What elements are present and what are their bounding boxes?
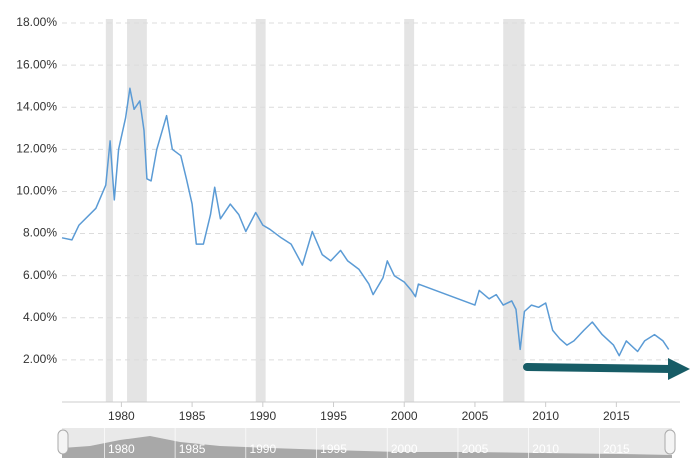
x-tick-label: 2010 (532, 409, 559, 423)
x-tick-label: 2015 (603, 409, 630, 423)
x-tick-label: 1990 (249, 409, 276, 423)
navigator[interactable]: 1980 1985 1990 1995 2000 2005 2010 2015 (57, 428, 676, 458)
navigator-handle[interactable] (57, 429, 69, 455)
navigator-label: 1980 (108, 442, 135, 456)
navigator-label: 1995 (320, 442, 347, 456)
x-tick-label: 2005 (462, 409, 489, 423)
navigator-label: 2005 (462, 442, 489, 456)
navigator-label: 2000 (391, 442, 418, 456)
x-tick-label: 1980 (108, 409, 135, 423)
shaded-range (127, 19, 147, 402)
annotation-arrow (523, 358, 690, 380)
y-tick-label: 4.00% (23, 310, 57, 324)
y-tick-label: 10.00% (16, 184, 57, 198)
y-tick-label: 14.00% (16, 99, 57, 113)
shaded-range (404, 19, 415, 402)
navigator-label: 2015 (603, 442, 630, 456)
y-tick-label: 6.00% (23, 268, 57, 282)
y-tick-label: 2.00% (23, 352, 57, 366)
y-tick-label: 16.00% (16, 57, 57, 71)
y-tick-label: 12.00% (16, 142, 57, 156)
navigator-label: 1985 (179, 442, 206, 456)
y-tick-label: 18.00% (16, 15, 57, 29)
navigator-handle[interactable] (664, 429, 676, 455)
y-tick-label: 8.00% (23, 226, 57, 240)
x-tick-label: 1995 (320, 409, 347, 423)
shaded-range (255, 19, 266, 402)
navigator-label: 2010 (532, 442, 559, 456)
shaded-range (105, 19, 113, 402)
x-tick-label: 2000 (391, 409, 418, 423)
x-tick-label: 1985 (179, 409, 206, 423)
navigator-label: 1990 (249, 442, 276, 456)
data-line (61, 87, 670, 357)
navigator-area (62, 436, 672, 458)
shaded-range (503, 19, 525, 402)
